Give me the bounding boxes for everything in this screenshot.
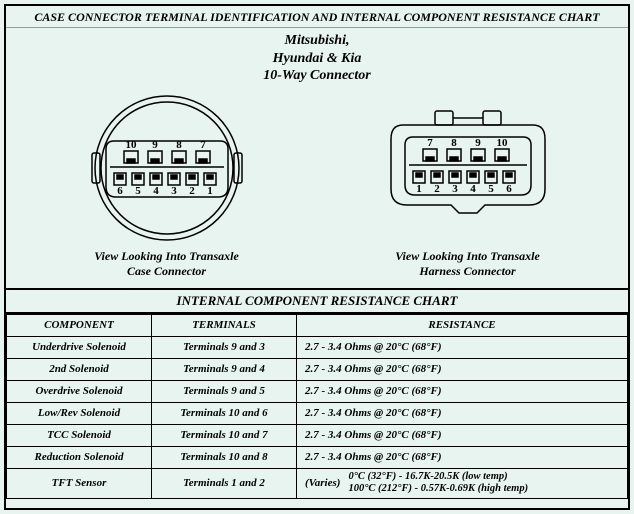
harness-connector-diagram: 7 8 9 10 1 2 3 4 5 6 — [373, 93, 563, 243]
subtitle-line3: 10-Way Connector — [6, 67, 628, 85]
table-row: Low/Rev Solenoid Terminals 10 and 6 2.7 … — [7, 402, 628, 424]
resistance-table: COMPONENT TERMINALS RESISTANCE Underdriv… — [6, 314, 628, 499]
svg-text:3: 3 — [452, 183, 458, 195]
tft-line2: 100°C (212°F) - 0.57K-0.69K (high temp) — [348, 483, 528, 496]
left-caption: View Looking Into Transaxle Case Connect… — [16, 249, 317, 280]
svg-text:7: 7 — [200, 139, 206, 151]
svg-text:10: 10 — [125, 139, 137, 151]
col-terminals: TERMINALS — [152, 314, 297, 336]
subtitle-line1: Mitsubishi, — [6, 32, 628, 50]
table-row-tft: TFT Sensor Terminals 1 and 2 (Varies) 0°… — [7, 468, 628, 498]
varies-label: (Varies) — [305, 477, 340, 489]
svg-text:5: 5 — [135, 185, 141, 197]
diagram-row: 10 9 8 7 6 5 4 3 2 1 View Looking Into T… — [6, 89, 628, 288]
svg-text:6: 6 — [506, 183, 512, 195]
svg-text:9: 9 — [152, 139, 158, 151]
svg-text:4: 4 — [153, 185, 159, 197]
svg-text:2: 2 — [434, 183, 440, 195]
table-row: Underdrive Solenoid Terminals 9 and 3 2.… — [7, 336, 628, 358]
svg-text:4: 4 — [470, 183, 476, 195]
case-connector-diagram: 10 9 8 7 6 5 4 3 2 1 — [72, 93, 262, 243]
svg-text:10: 10 — [496, 137, 508, 149]
svg-text:9: 9 — [475, 137, 481, 149]
chart-subtitle: Mitsubishi, Hyundai & Kia 10-Way Connect… — [6, 28, 628, 89]
table-row: TCC Solenoid Terminals 10 and 7 2.7 - 3.… — [7, 424, 628, 446]
svg-text:7: 7 — [427, 137, 433, 149]
tft-line1: 0°C (32°F) - 16.7K-20.5K (low temp) — [348, 471, 528, 484]
table-row: Reduction Solenoid Terminals 10 and 8 2.… — [7, 446, 628, 468]
left-diagram-col: 10 9 8 7 6 5 4 3 2 1 View Looking Into T… — [16, 93, 317, 280]
svg-text:2: 2 — [189, 185, 195, 197]
subtitle-line2: Hyundai & Kia — [6, 50, 628, 68]
right-diagram-col: 7 8 9 10 1 2 3 4 5 6 View Looking Into T… — [317, 93, 618, 280]
svg-text:6: 6 — [117, 185, 123, 197]
svg-text:8: 8 — [451, 137, 457, 149]
chart-title: CASE CONNECTOR TERMINAL IDENTIFICATION A… — [6, 6, 628, 28]
table-header-row: COMPONENT TERMINALS RESISTANCE — [7, 314, 628, 336]
col-resistance: RESISTANCE — [297, 314, 628, 336]
table-row: Overdrive Solenoid Terminals 9 and 5 2.7… — [7, 380, 628, 402]
svg-text:8: 8 — [176, 139, 182, 151]
svg-text:3: 3 — [171, 185, 177, 197]
svg-text:1: 1 — [207, 185, 213, 197]
chart-frame: CASE CONNECTOR TERMINAL IDENTIFICATION A… — [4, 4, 630, 510]
right-caption: View Looking Into Transaxle Harness Conn… — [317, 249, 618, 280]
col-component: COMPONENT — [7, 314, 152, 336]
svg-text:1: 1 — [416, 183, 422, 195]
table-title: INTERNAL COMPONENT RESISTANCE CHART — [6, 288, 628, 314]
svg-text:5: 5 — [488, 183, 494, 195]
table-row: 2nd Solenoid Terminals 9 and 4 2.7 - 3.4… — [7, 358, 628, 380]
